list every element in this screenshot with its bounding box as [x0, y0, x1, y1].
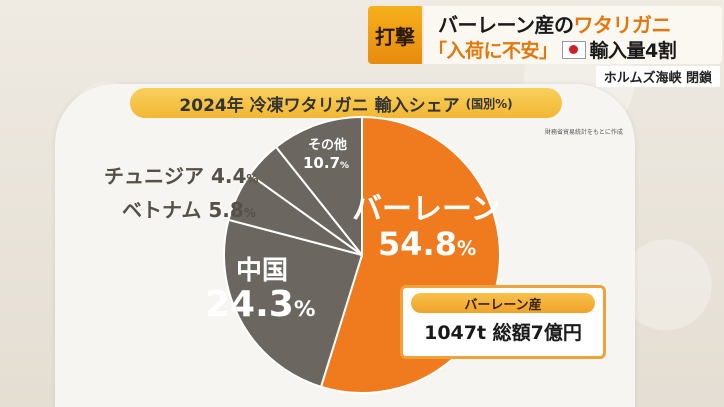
label-china-number: 24.3	[205, 284, 294, 325]
label-other-value: 10.7%	[303, 156, 349, 171]
label-tunisia-number: 4.4	[210, 164, 247, 188]
label-other-number: 10.7	[303, 154, 341, 172]
label-china-name: 中国	[236, 256, 289, 286]
headline-line1: バーレーン産のワタリガニ	[438, 9, 671, 38]
label-bahrain-number: 54.8	[378, 225, 457, 263]
label-vietnam-number: 5.8	[208, 198, 244, 222]
headline-line2-accent: 「入荷に不安」	[428, 40, 558, 62]
info-box-title: バーレーン産	[411, 293, 595, 313]
headline-line1-prefix: バーレーン産の	[438, 13, 574, 37]
headline-line1-accent: ワタリガニ	[573, 13, 672, 37]
chart-title: 2024年 冷凍ワタリガニ 輸入シェア (国別%)	[130, 88, 562, 118]
label-china-value: 24.3%	[205, 287, 315, 323]
label-tunisia-pct: %	[246, 172, 259, 186]
headline-subtag: ホルムズ海峡 閉鎖	[595, 66, 720, 87]
headline: 打撃 バーレーン産のワタリガニ 「入荷に不安」 輸入量4割	[368, 6, 722, 64]
chart-title-unit: (国別%)	[465, 96, 513, 111]
pie-slice-5	[274, 115, 363, 258]
headline-body: バーレーン産のワタリガニ 「入荷に不安」 輸入量4割	[424, 6, 722, 64]
label-bahrain-pct: %	[456, 237, 477, 260]
label-bahrain-value: 54.8%	[378, 228, 476, 260]
label-other-name: その他	[308, 138, 348, 153]
label-tunisia: チュニジア 4.4%	[104, 166, 258, 186]
headline-line2: 「入荷に不安」 輸入量4割	[428, 36, 677, 63]
label-vietnam: ベトナム 5.8%	[122, 200, 256, 220]
chart-title-text: 2024年 冷凍ワタリガニ 輸入シェア	[179, 95, 460, 116]
pie-slice-2	[223, 218, 364, 389]
label-other-pct: %	[340, 161, 350, 171]
label-bahrain-name: バーレーン	[352, 192, 501, 227]
headline-line2-suffix: 輸入量4割	[589, 40, 677, 62]
label-vietnam-pct: %	[243, 206, 256, 220]
japan-flag-icon	[561, 40, 586, 59]
label-china-pct: %	[293, 297, 316, 322]
source-note: 財務省貿易統計をもとに作成	[545, 129, 623, 136]
headline-tag: 打撃	[368, 6, 422, 64]
info-box-value: 1047t 総額7億円	[424, 322, 582, 344]
label-vietnam-name: ベトナム	[122, 198, 202, 222]
info-box: バーレーン産 1047t 総額7億円	[400, 285, 606, 359]
label-tunisia-name: チュニジア	[104, 164, 204, 188]
